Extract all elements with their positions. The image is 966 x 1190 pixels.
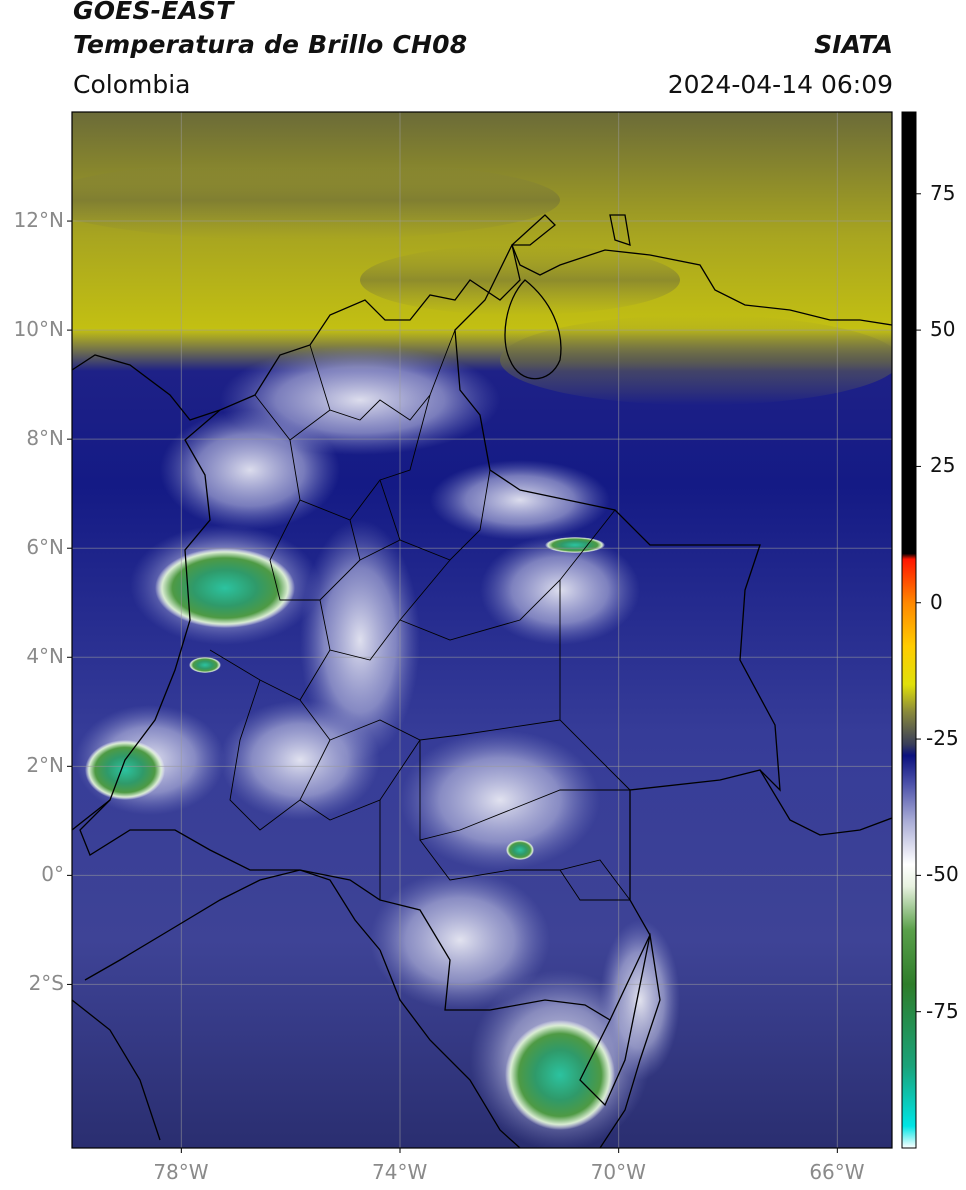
lon-tick-label: 78°W	[153, 1160, 209, 1184]
colorbar-tick-label: 0	[930, 589, 943, 614]
lat-tick-label: 4°N	[26, 644, 64, 669]
satellite-image	[72, 112, 892, 1148]
region-label: Colombia	[73, 70, 191, 99]
lat-tick-label: 8°N	[26, 426, 64, 451]
colorbar-gradient	[902, 112, 916, 1148]
lon-tick-label: 70°W	[590, 1160, 646, 1184]
agency-label: SIATA	[814, 30, 893, 59]
gridlines	[72, 112, 892, 1148]
lon-tick-label: 74°W	[372, 1160, 428, 1184]
colorbar-tick-label: 25	[930, 453, 956, 478]
lat-tick-label: 0°	[41, 862, 64, 887]
lon-tick-label: 66°W	[809, 1160, 865, 1184]
colorbar-tick-label: 75	[930, 180, 956, 205]
colorbar-tick-label: 50	[930, 317, 956, 342]
lat-tick-label: 10°N	[13, 317, 64, 342]
product-title: Temperatura de Brillo CH08	[73, 30, 468, 59]
satellite-title: GOES-EAST	[73, 0, 234, 25]
colorbar-tick-label: -50	[926, 862, 959, 887]
colombia-border	[79, 214, 781, 1107]
lat-tick-label: 2°N	[26, 753, 64, 778]
lat-tick-label: 2°S	[28, 971, 64, 996]
boundaries	[72, 214, 892, 1148]
colorbar	[901, 111, 921, 1149]
lat-tick-label: 6°N	[26, 535, 64, 560]
lat-tick-label: 12°N	[13, 208, 64, 233]
colorbar-tick-label: -75	[926, 998, 959, 1023]
datetime-label: 2024-04-14 06:09	[667, 70, 893, 99]
colorbar-tick-label: -25	[926, 726, 959, 751]
map-frame	[71, 111, 893, 1149]
